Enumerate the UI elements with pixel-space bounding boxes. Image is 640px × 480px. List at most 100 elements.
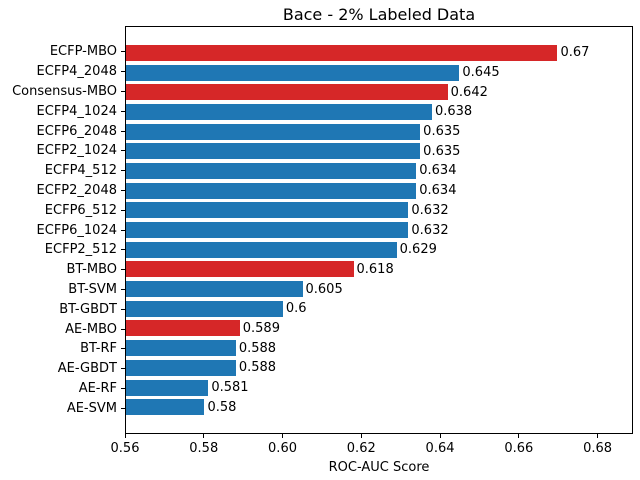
x-tick-label: 0.62 <box>346 441 376 456</box>
y-tick-mark <box>121 249 125 251</box>
y-axis-labels: ECFP-MBO ECFP4_2048 Consensus-MBO ECFP4_102… <box>0 26 125 434</box>
bar-row: 0.635 <box>126 141 632 161</box>
x-tick-mark <box>360 434 362 438</box>
x-tick-label: 0.66 <box>504 441 534 456</box>
y-tick-label: BT-RF <box>80 341 117 357</box>
y-tick-row: BT-RF <box>0 339 125 359</box>
y-tick-mark <box>121 189 125 191</box>
y-tick-label: ECFP2_2048 <box>36 182 117 198</box>
y-tick-row: BT-SVM <box>0 280 125 300</box>
y-tick-mark <box>121 288 125 290</box>
bar-ECFP6_512 <box>126 202 409 219</box>
y-tick-mark <box>121 71 125 73</box>
bar-BT-SVM <box>126 281 303 298</box>
y-tick-mark <box>121 110 125 112</box>
bar-value-label: 0.634 <box>419 163 457 179</box>
bar-AE-GBDT <box>126 359 236 376</box>
y-tick-mark <box>121 130 125 132</box>
bar-value-label: 0.634 <box>419 183 457 199</box>
bar-row: 0.629 <box>126 240 632 260</box>
bar-value-label: 0.6 <box>285 301 307 317</box>
bar-row: 0.58 <box>126 397 632 417</box>
bar-row: 0.588 <box>126 338 632 358</box>
bar-value-label: 0.588 <box>238 360 277 376</box>
y-tick-row: AE-RF <box>0 379 125 399</box>
x-tick-label: 0.58 <box>189 441 219 456</box>
bar-BT-GBDT <box>126 300 283 317</box>
x-tick-label: 0.64 <box>425 441 455 456</box>
y-tick-row: ECFP6_1024 <box>0 220 125 240</box>
bar-value-label: 0.645 <box>462 65 500 81</box>
plot-area: 0.67 0.645 0.642 0.638 0.635 0.635 0.634 0.634 0… <box>125 26 633 434</box>
bar-row: 0.6 <box>126 299 632 319</box>
y-tick-label: ECFP-MBO <box>49 44 117 60</box>
y-tick-row: ECFP2_1024 <box>0 141 125 161</box>
bar-value-label: 0.618 <box>356 261 394 277</box>
y-tick-mark <box>121 387 125 389</box>
y-tick-label: AE-RF <box>78 380 117 396</box>
y-tick-label: ECFP2_1024 <box>36 143 117 159</box>
y-tick-label: Consensus-MBO <box>12 83 117 99</box>
bar-ECFP2_512 <box>126 241 397 258</box>
y-tick-row: ECFP6_512 <box>0 200 125 220</box>
bar-value-label: 0.589 <box>242 320 280 336</box>
y-tick-row: ECFP4_512 <box>0 161 125 181</box>
y-tick-mark <box>121 51 125 53</box>
y-tick-label: ECFP6_2048 <box>36 123 117 139</box>
bar-value-label: 0.605 <box>305 281 343 297</box>
bar-Consensus-MBO <box>126 84 448 101</box>
bar-row: 0.588 <box>126 358 632 378</box>
bar-value-label: 0.635 <box>423 124 461 140</box>
y-tick-row: ECFP4_1024 <box>0 101 125 121</box>
y-tick-label: ECFP4_2048 <box>36 64 117 80</box>
y-tick-label: BT-GBDT <box>59 301 117 317</box>
y-tick-mark <box>121 90 125 92</box>
y-tick-mark <box>121 209 125 211</box>
y-tick-row: ECFP-MBO <box>0 42 125 62</box>
x-tick-mark <box>282 434 284 438</box>
x-tick-mark <box>124 434 126 438</box>
x-tick-mark <box>597 434 599 438</box>
bar-ECFP-MBO <box>126 44 558 61</box>
bar-row: 0.589 <box>126 319 632 339</box>
bar-value-label: 0.638 <box>434 104 473 120</box>
bar-value-label: 0.588 <box>238 340 277 356</box>
y-tick-mark <box>121 229 125 231</box>
x-tick-mark <box>439 434 441 438</box>
y-tick-mark <box>121 150 125 152</box>
y-tick-mark <box>121 407 125 409</box>
bar-row: 0.635 <box>126 122 632 142</box>
y-tick-row: ECFP2_2048 <box>0 181 125 201</box>
x-axis-ticks: 0.56 0.58 0.60 0.62 0.64 0.66 0.68 <box>111 434 633 480</box>
bar-row: 0.642 <box>126 82 632 102</box>
bar-AE-MBO <box>126 320 240 337</box>
bar-row: 0.645 <box>126 63 632 83</box>
x-tick-label: 0.60 <box>268 441 297 456</box>
bar-ECFP4_1024 <box>126 103 432 120</box>
y-tick-label: ECFP4_1024 <box>36 103 117 119</box>
bar-value-label: 0.629 <box>399 242 437 258</box>
bar-row: 0.632 <box>126 201 632 221</box>
y-tick-label: ECFP4_512 <box>44 163 117 179</box>
y-tick-row: AE-GBDT <box>0 359 125 379</box>
y-tick-label: ECFP6_512 <box>44 202 117 218</box>
y-tick-label: BT-MBO <box>66 262 118 278</box>
bar-value-label: 0.581 <box>211 380 249 396</box>
bar-value-label: 0.67 <box>560 45 590 61</box>
y-tick-label: AE-MBO <box>65 321 117 337</box>
bar-BT-RF <box>126 340 236 357</box>
y-tick-label: ECFP6_1024 <box>36 222 117 238</box>
bar-ECFP4_2048 <box>126 64 460 81</box>
bar-row: 0.67 <box>126 43 632 63</box>
bar-ECFP2_2048 <box>126 182 417 199</box>
y-tick-row: AE-SVM <box>0 398 125 418</box>
bar-row: 0.638 <box>126 102 632 122</box>
y-tick-mark <box>121 170 125 172</box>
bar-ECFP6_2048 <box>126 123 421 140</box>
y-tick-mark <box>121 348 125 350</box>
chart-title: Bace - 2% Labeled Data <box>282 5 476 24</box>
bar-value-label: 0.642 <box>450 84 488 100</box>
y-tick-mark <box>121 308 125 310</box>
x-tick-label: 0.56 <box>110 441 140 456</box>
